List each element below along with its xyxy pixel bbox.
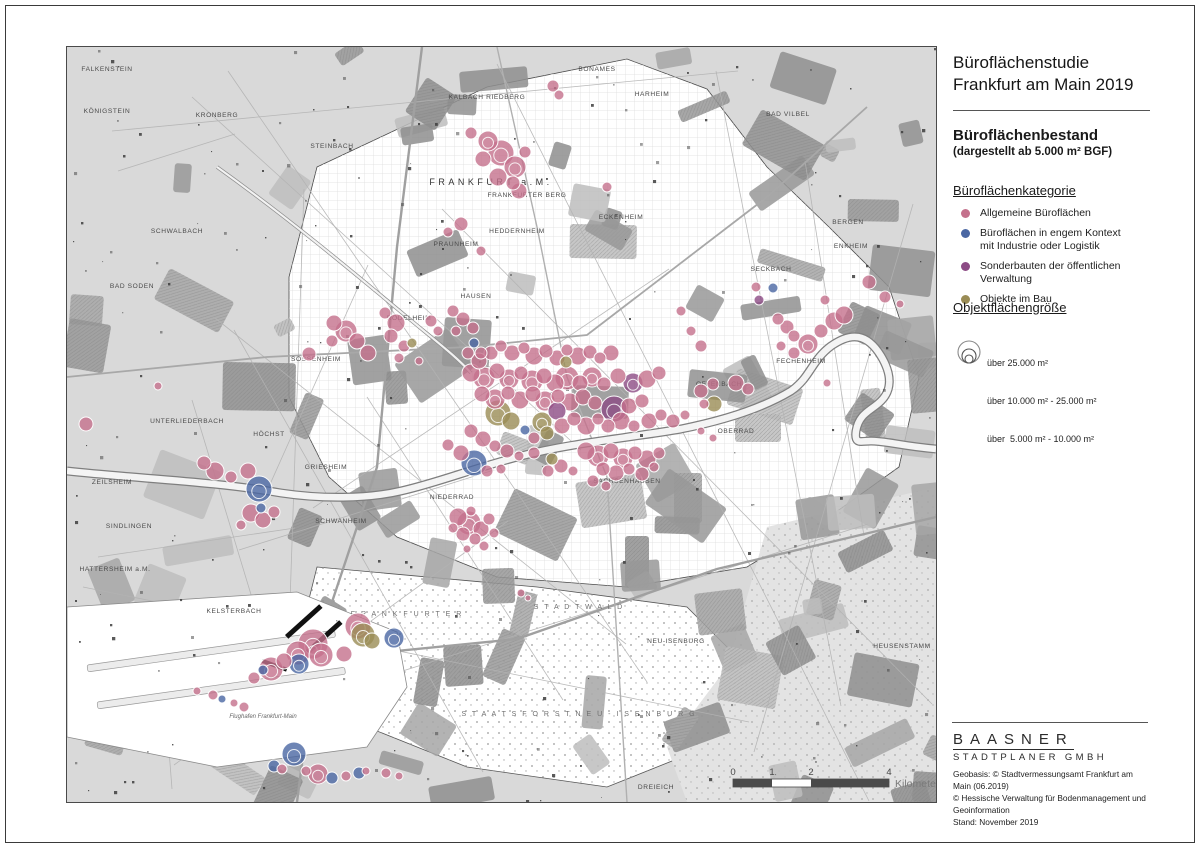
legend-category-item: Objekte im Bau [953, 293, 1153, 305]
size-label-small: über 5.000 m² - 10.000 m² [987, 434, 1095, 445]
size-label-large: über 25.000 m² [987, 357, 1049, 368]
svg-text:SINDLINGEN: SINDLINGEN [106, 523, 152, 530]
svg-text:OBERRAD: OBERRAD [718, 428, 755, 435]
category-label: Sonderbauten der öffentlichen Verwaltung [980, 260, 1121, 285]
svg-text:STEINBACH: STEINBACH [310, 143, 353, 150]
map-title-line1: Büroflächenstudie [953, 53, 1090, 72]
svg-text:HARHEIM: HARHEIM [635, 91, 670, 98]
svg-text:ZEILSHEIM: ZEILSHEIM [92, 479, 132, 486]
svg-text:NEU-ISENBURG: NEU-ISENBURG [647, 638, 705, 645]
svg-text:KALBACH RIEDBERG: KALBACH RIEDBERG [449, 94, 526, 101]
logo-name: BAASNER [953, 731, 1074, 750]
legend-category-item: Sonderbauten der öffentlichen Verwaltung [953, 260, 1153, 285]
svg-text:BAD SODEN: BAD SODEN [110, 283, 154, 290]
svg-text:1: 1 [769, 767, 774, 778]
category-legend-list: Allgemeine Büroflächen Büroflächen in eng… [953, 207, 1153, 313]
svg-text:BAD VILBEL: BAD VILBEL [766, 111, 810, 118]
map-frame: FALKENSTEIN KÖNIGSTEIN KRONBERG STEINBACH SC… [66, 46, 937, 803]
frankfurt-map-canvas[interactable]: FALKENSTEIN KÖNIGSTEIN KRONBERG STEINBACH SC… [67, 47, 936, 802]
svg-text:Flughafen Frankfurt-Main: Flughafen Frankfurt-Main [229, 714, 297, 720]
svg-text:FRANKFURT a.M.: FRANKFURT a.M. [429, 177, 552, 187]
svg-text:F R A N K F U R T E R: F R A N K F U R T E R [351, 611, 464, 618]
svg-text:ECKENHEIM: ECKENHEIM [599, 214, 644, 221]
svg-text:UNTERLIEDERBACH: UNTERLIEDERBACH [150, 418, 224, 425]
svg-text:S T A D T W A L D: S T A D T W A L D [534, 604, 624, 611]
svg-text:SCHWALBACH: SCHWALBACH [151, 228, 203, 235]
svg-text:HEUSENSTAMM: HEUSENSTAMM [873, 643, 930, 650]
svg-text:RÖDELHEIM: RÖDELHEIM [387, 314, 432, 322]
svg-text:SCHWANHEIM: SCHWANHEIM [315, 518, 367, 525]
title-divider [953, 110, 1150, 111]
size-legend: über 25.000 m² über 10.000 m² - 25.000 m… [953, 331, 1097, 471]
svg-text:BERGEN: BERGEN [832, 219, 863, 226]
svg-text:2: 2 [808, 767, 813, 778]
category-dot [961, 262, 970, 272]
footer-divider [952, 722, 1148, 723]
legend-category-item: Büroflächen in engem Kontext mit Industr… [953, 227, 1153, 252]
svg-text:DREIEICH: DREIEICH [638, 784, 674, 791]
svg-text:KÖNIGSTEIN: KÖNIGSTEIN [84, 107, 131, 115]
svg-text:FRANKFURTER BERG: FRANKFURTER BERG [487, 192, 566, 199]
svg-text:PRAUNHEIM: PRAUNHEIM [434, 241, 479, 248]
category-legend-heading: Büroflächenkategorie [953, 183, 1076, 198]
svg-text:FECHENHEIM: FECHENHEIM [776, 358, 826, 365]
svg-text:Kilometer: Kilometer [895, 778, 936, 790]
category-dot [961, 209, 970, 218]
svg-text:SACHSENHAUSEN: SACHSENHAUSEN [593, 478, 660, 485]
logo-subname: STADTPLANER GMBH [953, 752, 1107, 763]
category-dot [961, 294, 970, 304]
svg-text:S T A A T S F O R S T N E: S T A A T S F O R S T N E U - I S E N B … [461, 711, 696, 718]
category-label: Objekte im Bau [980, 292, 1052, 305]
size-legend-labels: über 25.000 m² über 10.000 m² - 25.000 m… [987, 331, 1097, 471]
legend-category-item: Allgemeine Büroflächen [953, 207, 1153, 219]
map-credits: Geobasis: © Stadtvermessungsamt Frankfur… [953, 768, 1153, 828]
size-label-medium: über 10.000 m² - 25.000 m² [987, 395, 1097, 406]
dataset-subtitle: (dargestellt ab 5.000 m² BGF) [953, 146, 1113, 158]
svg-text:KRONBERG: KRONBERG [196, 112, 239, 119]
svg-text:NIEDERRAD: NIEDERRAD [430, 494, 474, 501]
map-title-line2: Frankfurt am Main 2019 [953, 74, 1134, 94]
svg-text:GRIESHEIM: GRIESHEIM [305, 464, 347, 471]
category-label: Allgemeine Büroflächen [980, 207, 1091, 219]
credit-geobasis: Geobasis: © Stadtvermessungsamt Frankfur… [953, 769, 1133, 792]
legend-panel: Büroflächenstudie Frankfurt am Main 2019… [952, 0, 1153, 848]
category-dot [961, 229, 970, 239]
svg-text:HAUSEN: HAUSEN [460, 293, 491, 300]
svg-text:FALKENSTEIN: FALKENSTEIN [81, 66, 132, 73]
svg-text:ENKHEIM: ENKHEIM [834, 243, 868, 250]
svg-text:HÖCHST: HÖCHST [253, 430, 284, 438]
svg-text:0: 0 [730, 767, 735, 778]
svg-text:KELSTERBACH: KELSTERBACH [207, 608, 262, 615]
svg-text:SECKBACH: SECKBACH [750, 266, 791, 273]
map-title: Büroflächenstudie Frankfurt am Main 2019 [953, 52, 1133, 96]
credit-hessen: © Hessische Verwaltung für Bodenmanageme… [953, 793, 1146, 816]
baasner-logo: BAASNER STADTPLANER GMBH [953, 731, 1107, 763]
svg-text:BONAMES: BONAMES [578, 66, 615, 73]
credit-stand: Stand: November 2019 [953, 817, 1039, 828]
svg-text:HEDDERNHEIM: HEDDERNHEIM [489, 228, 545, 235]
size-circles-icon [957, 340, 981, 364]
category-label: Büroflächen in engem Kontext mit Industr… [980, 227, 1121, 252]
dataset-title: Büroflächenbestand [953, 127, 1099, 144]
dataset-heading: Büroflächenbestand (dargestellt ab 5.000… [953, 127, 1112, 158]
svg-text:HATTERSHEIM a.M.: HATTERSHEIM a.M. [79, 566, 150, 573]
svg-text:SOSSENHEIM: SOSSENHEIM [291, 356, 341, 363]
svg-text:4: 4 [886, 767, 891, 778]
size-legend-heading: Objektflächengröße [953, 300, 1067, 315]
